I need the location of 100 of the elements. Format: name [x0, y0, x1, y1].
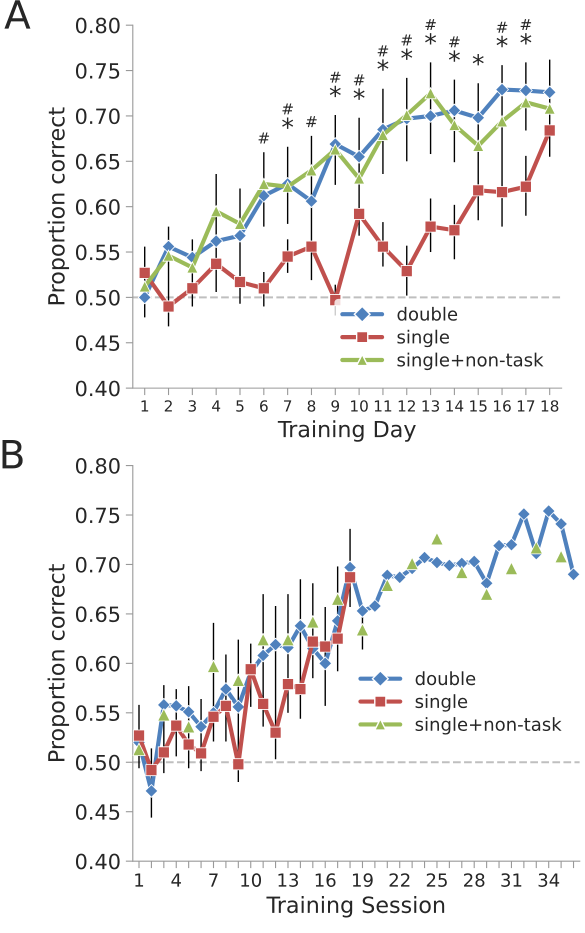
- annotation: *: [354, 88, 365, 100]
- point: [329, 144, 342, 156]
- point: [219, 682, 233, 696]
- x-tick-label: 16: [494, 400, 511, 412]
- annotation: #: [282, 103, 293, 114]
- point: [542, 86, 556, 100]
- point: [424, 109, 438, 123]
- point: [480, 576, 494, 590]
- annotation: #: [354, 74, 364, 86]
- x-tick-label: 28: [464, 873, 484, 887]
- y-tick-label: 0.70: [76, 556, 120, 573]
- point: [400, 109, 413, 121]
- x-tick-label: 12: [398, 400, 415, 412]
- legend-label: double: [398, 306, 458, 321]
- legend-label: single: [397, 330, 449, 348]
- point: [424, 87, 437, 100]
- point: [318, 656, 332, 670]
- x-tick-label: 7: [209, 874, 218, 887]
- x-tick-label: 14: [446, 400, 464, 412]
- point: [448, 104, 462, 118]
- point: [467, 554, 482, 568]
- point: [233, 228, 247, 242]
- point: [472, 140, 484, 152]
- point: [138, 290, 152, 304]
- point: [270, 726, 282, 739]
- x-tick-label: 8: [308, 400, 316, 412]
- point: [380, 578, 394, 592]
- y-tick-label: 0.40: [76, 380, 120, 396]
- point: [455, 566, 468, 580]
- point: [244, 663, 257, 676]
- point: [257, 188, 271, 203]
- point: [282, 678, 294, 690]
- legend-label: single+non-task: [416, 717, 562, 735]
- point: [472, 184, 484, 196]
- point: [353, 172, 366, 185]
- point: [376, 240, 389, 253]
- legend-label: double: [416, 671, 476, 686]
- point: [305, 240, 318, 253]
- point: [232, 700, 246, 714]
- x-tick-label: 31: [501, 873, 522, 887]
- annotation: #: [449, 36, 460, 48]
- point: [194, 720, 208, 734]
- point: [256, 632, 270, 646]
- annotation: #: [520, 19, 532, 30]
- point: [504, 538, 518, 552]
- point: [380, 568, 394, 582]
- annotation: #: [496, 22, 508, 33]
- legend-label: single+non-task: [397, 352, 544, 370]
- point: [504, 562, 518, 576]
- point: [182, 720, 196, 734]
- point: [158, 746, 170, 758]
- y-tick-label: 0.50: [76, 754, 120, 770]
- x-tick-label: 4: [212, 400, 220, 412]
- point: [520, 96, 532, 108]
- annotation: *: [472, 54, 484, 66]
- point: [232, 674, 245, 687]
- point: [257, 698, 270, 710]
- point: [352, 150, 366, 164]
- point: [186, 261, 198, 274]
- point: [282, 180, 294, 193]
- point: [220, 700, 232, 712]
- annotation: #: [306, 116, 317, 128]
- point: [332, 632, 344, 645]
- y-tick-label: 0.45: [76, 804, 120, 820]
- point: [206, 660, 220, 673]
- annotation: *: [282, 117, 294, 129]
- chart-title: A: [4, 0, 30, 29]
- y-tick-label: 0.55: [76, 705, 120, 722]
- point: [448, 224, 460, 236]
- point: [319, 640, 332, 653]
- annotation: #: [378, 45, 388, 56]
- point: [234, 218, 246, 230]
- point: [268, 638, 282, 652]
- point: [138, 266, 151, 279]
- x-tick-label: 19: [352, 873, 373, 887]
- y-tick-label: 0.65: [76, 606, 120, 622]
- point: [430, 532, 444, 546]
- x-tick-label: 10: [351, 400, 368, 412]
- y-tick-label: 0.80: [76, 18, 120, 34]
- point: [208, 710, 220, 723]
- y-tick-label: 0.80: [76, 458, 120, 474]
- y-tick-label: 0.50: [76, 290, 120, 306]
- point: [554, 517, 568, 531]
- annotation: #: [258, 132, 270, 144]
- point: [331, 592, 344, 606]
- x-tick-label: 18: [542, 400, 558, 412]
- point: [157, 698, 171, 712]
- point: [344, 571, 356, 584]
- annotation: *: [425, 33, 436, 44]
- point: [448, 119, 460, 131]
- point: [530, 541, 543, 554]
- x-tick-label: 22: [390, 873, 410, 887]
- point: [418, 550, 432, 564]
- point: [256, 648, 270, 662]
- point: [232, 758, 244, 770]
- point: [496, 115, 508, 128]
- y-tick-label: 0.65: [76, 154, 120, 170]
- x-tick-label: 34: [538, 873, 560, 887]
- legend-label: single: [416, 694, 468, 712]
- x-tick-label: 3: [188, 400, 196, 412]
